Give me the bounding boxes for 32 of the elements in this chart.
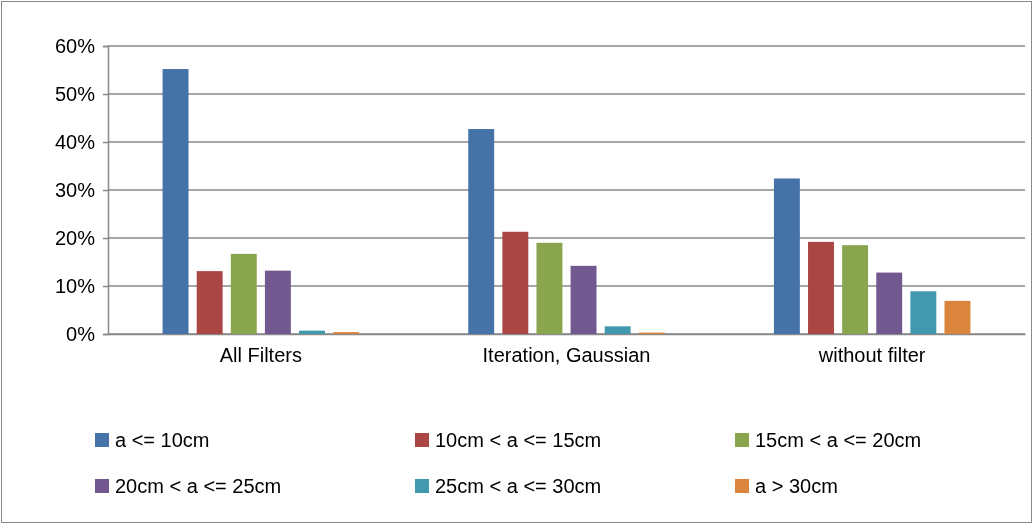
y-tick-label: 20%: [54, 226, 96, 249]
bar: [230, 253, 257, 334]
legend-label: 10cm < a <= 15cm: [435, 429, 602, 451]
x-tick-label: All Filters: [219, 344, 302, 367]
bar: [842, 245, 869, 334]
bar: [196, 271, 223, 334]
legend-label: a > 30cm: [755, 475, 838, 497]
y-tick-label: 30%: [54, 178, 96, 201]
bar: [910, 291, 937, 334]
legend-label: 20cm < a <= 25cm: [115, 475, 282, 497]
legend-label: 25cm < a <= 30cm: [435, 475, 602, 497]
y-tick-label: 50%: [54, 82, 96, 105]
bar: [468, 129, 495, 334]
y-tick-label: 40%: [54, 130, 96, 153]
y-tick-label: 60%: [54, 34, 96, 57]
bar: [944, 300, 971, 334]
y-tick-label: 10%: [54, 274, 96, 297]
bar: [570, 265, 597, 334]
bar: [876, 272, 903, 334]
y-tick-label: 0%: [66, 322, 96, 345]
legend-label: a <= 10cm: [115, 429, 210, 451]
bar: [604, 326, 631, 334]
x-tick-label: without filter: [817, 344, 926, 367]
bar: [502, 231, 529, 334]
bar: [264, 270, 291, 334]
bar: [808, 241, 834, 334]
x-tick-label: Iteration, Gaussian: [482, 344, 651, 367]
bar: [162, 69, 189, 334]
legend-label: 15cm < a <= 20cm: [755, 429, 922, 451]
bar: [299, 330, 325, 334]
bar: [536, 242, 563, 334]
bar: [773, 178, 800, 334]
